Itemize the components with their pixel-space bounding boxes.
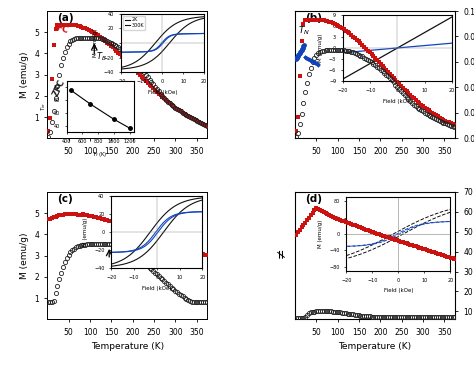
Text: $\neq$: $\neq$ xyxy=(276,249,289,262)
Text: $T_B$: $T_B$ xyxy=(96,51,106,63)
Text: (c): (c) xyxy=(57,194,73,204)
X-axis label: Temperature (K): Temperature (K) xyxy=(91,342,164,351)
Text: $T_N$: $T_N$ xyxy=(298,25,310,37)
Text: $T_B$: $T_B$ xyxy=(110,255,121,267)
Text: (d): (d) xyxy=(305,194,322,204)
Text: FC: FC xyxy=(55,23,70,35)
Y-axis label: M (emu/g): M (emu/g) xyxy=(19,232,28,279)
Y-axis label: M (emu/g): M (emu/g) xyxy=(19,51,28,98)
X-axis label: Temperature (K): Temperature (K) xyxy=(338,342,412,351)
Text: (a): (a) xyxy=(57,13,73,23)
Text: (b): (b) xyxy=(305,13,322,23)
Text: ZFC: ZFC xyxy=(52,78,67,98)
